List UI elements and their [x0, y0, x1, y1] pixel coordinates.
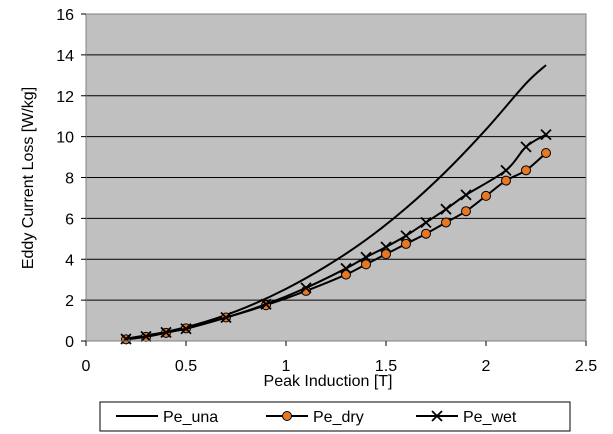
y-tick-label: 6 — [65, 211, 74, 228]
data-point-pe-wet — [140, 330, 152, 343]
data-point-pe-dry — [341, 269, 351, 280]
series-pe-wet — [120, 128, 552, 345]
x-tick-label: 2.5 — [575, 358, 597, 375]
legend-label: Pe_wet — [463, 409, 517, 426]
data-point-pe-wet — [420, 216, 432, 229]
series-layer — [120, 64, 552, 345]
x-tick-label: 0 — [82, 358, 91, 375]
data-point-pe-wet — [380, 241, 392, 253]
x-tick-label: 1 — [282, 358, 291, 375]
data-point-pe-dry — [441, 217, 451, 228]
data-point-pe-wet — [300, 282, 312, 294]
series-line-pe-una — [125, 64, 547, 340]
data-point-pe-dry — [501, 175, 511, 186]
y-tick-label: 0 — [65, 334, 74, 351]
legend-marker — [431, 410, 443, 422]
data-point-pe-wet — [500, 164, 512, 176]
y-tick-label: 2 — [65, 293, 74, 310]
legend-label: Pe_una — [163, 409, 218, 426]
legend-box — [99, 401, 571, 432]
legend: Pe_una Pe_dry Pe_wet — [99, 401, 571, 432]
data-point-pe-dry — [481, 190, 491, 201]
data-point-pe-wet — [540, 128, 552, 141]
legend-label: Pe_dry — [313, 409, 364, 426]
data-point-pe-dry — [381, 249, 391, 260]
data-point-pe-dry — [461, 206, 471, 217]
data-point-pe-wet — [260, 298, 272, 310]
data-point-pe-wet — [180, 323, 192, 335]
y-tick-label: 12 — [56, 89, 74, 106]
x-tick-label: 2 — [482, 358, 491, 375]
x-axis-title: Peak Induction [T] — [264, 373, 393, 390]
data-point-pe-dry — [401, 238, 411, 249]
data-point-pe-dry — [541, 147, 551, 158]
data-point-pe-dry — [421, 228, 431, 239]
data-point-pe-dry — [361, 259, 371, 270]
legend-item-pe-wet: Pe_wet — [416, 409, 517, 426]
data-point-pe-wet — [520, 141, 532, 153]
x-tick-label: 1.5 — [375, 358, 397, 375]
y-tick-label: 14 — [56, 48, 74, 65]
y-axis-title: Eddy Current Loss [W/kg] — [20, 87, 37, 269]
data-point-pe-wet — [160, 326, 172, 339]
data-point-pe-dry — [521, 165, 531, 176]
y-tick-label: 10 — [56, 130, 74, 147]
y-tick-label: 16 — [56, 7, 74, 24]
x-tick-label: 0.5 — [175, 358, 197, 375]
legend-item-pe-una: Pe_una — [116, 409, 218, 426]
data-point-pe-wet — [340, 262, 352, 275]
axes — [81, 13, 587, 346]
data-point-pe-wet — [220, 311, 232, 324]
y-tick-label: 4 — [65, 252, 74, 269]
data-point-pe-wet — [400, 230, 412, 242]
data-point-pe-wet — [440, 203, 452, 215]
series-pe-una — [125, 64, 547, 340]
data-point-pe-wet — [460, 189, 472, 201]
data-point-pe-wet — [360, 251, 372, 263]
data-point-pe-wet — [120, 333, 132, 345]
y-tick-label: 8 — [65, 171, 74, 188]
legend-marker — [282, 411, 292, 421]
legend-item-pe-dry: Pe_dry — [266, 409, 364, 426]
tick-labels: 0 2 4 6 8 10 12 14 16 0 0.5 1 1.5 2 2.5 — [56, 7, 597, 375]
